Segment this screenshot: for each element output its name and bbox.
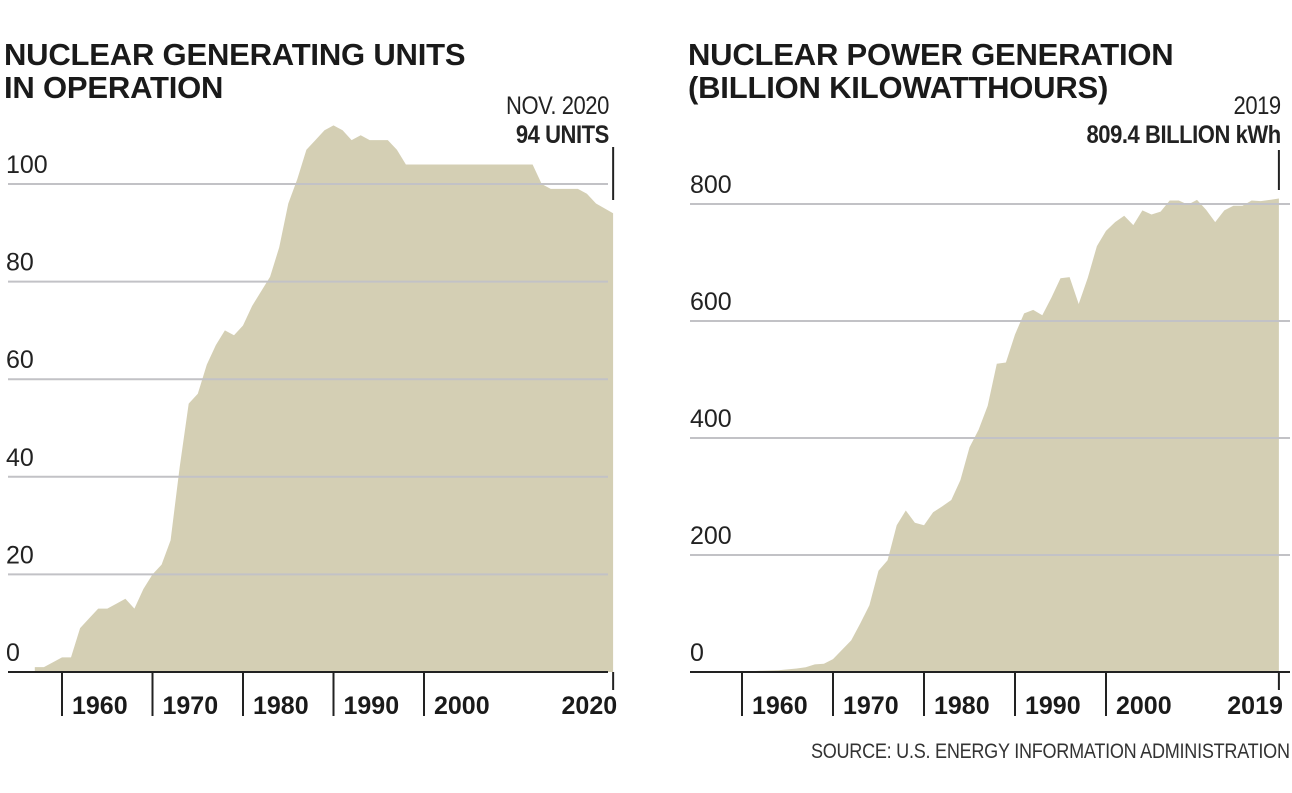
x-tick-label: 2000 xyxy=(434,692,490,720)
y-tick-label: 400 xyxy=(690,405,732,433)
chart-title-units: NUCLEAR GENERATING UNITS IN OPERATION xyxy=(4,37,466,105)
x-tick-label: 1990 xyxy=(344,692,400,720)
annotation-value: 94 UNITS xyxy=(515,121,610,149)
y-tick-label: 0 xyxy=(6,639,20,667)
x-tick-label: 2020 xyxy=(562,692,618,720)
annotation-date: 2019 xyxy=(1233,92,1282,120)
x-tick-label: 1960 xyxy=(752,692,808,720)
chart-title-line: IN OPERATION xyxy=(4,70,224,105)
area-series xyxy=(34,125,614,672)
annotation-date: NOV. 2020 xyxy=(506,92,609,120)
y-tick-label: 60 xyxy=(6,346,34,374)
x-tick-label: 2019 xyxy=(1227,692,1283,720)
source-note: SOURCE: U.S. ENERGY INFORMATION ADMINIST… xyxy=(811,740,1290,763)
chart-title-line: NUCLEAR GENERATING UNITS xyxy=(4,37,466,72)
y-tick-label: 40 xyxy=(6,444,34,472)
area-series xyxy=(714,198,1279,672)
x-tick-label: 1990 xyxy=(1025,692,1081,720)
y-tick-label: 80 xyxy=(6,249,34,277)
y-tick-label: 200 xyxy=(690,522,732,550)
annotation-generation: 2019 809.4 BILLION kWh xyxy=(1060,92,1282,150)
chart-title-line: NUCLEAR POWER GENERATION xyxy=(688,37,1174,72)
chart-title-generation: NUCLEAR POWER GENERATION (BILLION KILOWA… xyxy=(688,37,1174,105)
y-tick-label: 20 xyxy=(6,541,34,569)
x-tick-label: 1980 xyxy=(934,692,990,720)
y-tick-label: 0 xyxy=(690,639,704,667)
x-tick-label: 1970 xyxy=(843,692,899,720)
annotation-value: 809.4 BILLION kWh xyxy=(1086,121,1282,149)
x-tick-label: 1970 xyxy=(163,692,219,720)
y-tick-label: 100 xyxy=(6,151,48,179)
x-tick-label: 1960 xyxy=(72,692,128,720)
chart-title-line: (BILLION KILOWATTHOURS) xyxy=(688,70,1109,105)
y-tick-label: 800 xyxy=(690,171,732,199)
y-tick-label: 600 xyxy=(690,288,732,316)
x-tick-label: 1980 xyxy=(253,692,309,720)
x-tick-label: 2000 xyxy=(1116,692,1172,720)
annotation-units: NOV. 2020 94 UNITS xyxy=(492,92,609,150)
